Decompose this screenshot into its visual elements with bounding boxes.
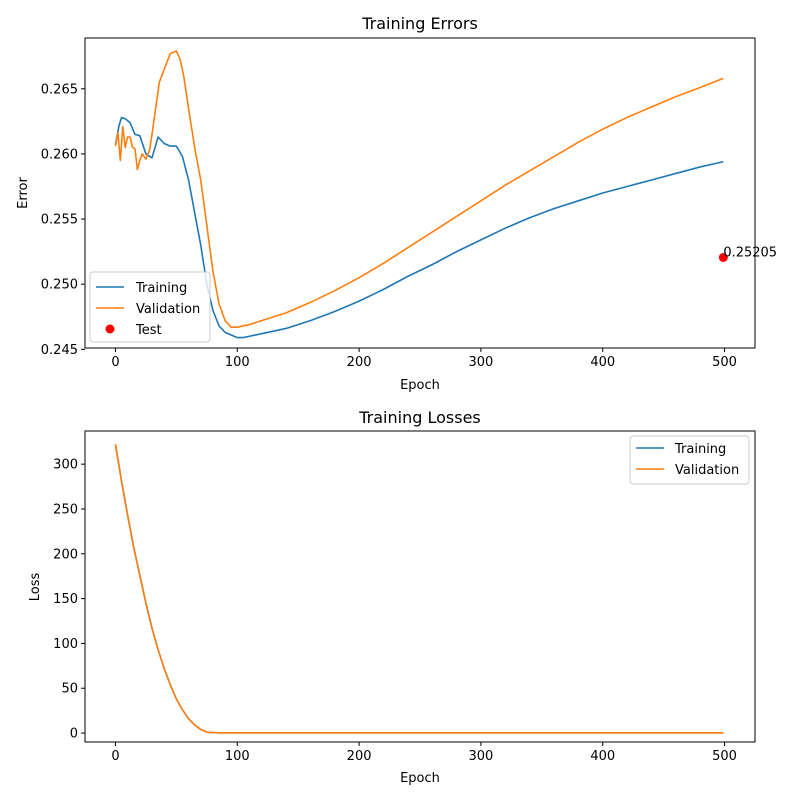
errors-x-tick-label: 100 [225, 355, 250, 370]
errors-legend-training-label: Training [135, 281, 187, 296]
errors-plot-area: 0.25205 [114, 50, 777, 339]
errors-y-axis-label: Error [16, 177, 31, 209]
errors-x-tick-label: 400 [590, 355, 615, 370]
errors-legend-box [89, 271, 211, 343]
errors-x-tick-label: 300 [468, 355, 493, 370]
losses-y-tick-label: 50 [61, 682, 78, 697]
losses-x-tick-label: 500 [712, 749, 737, 764]
losses-x-ticks: 0 100 200 300 400 500 [111, 742, 737, 764]
losses-legend-training-label: Training [674, 442, 726, 457]
errors-legend: Training Validation Test [89, 271, 211, 343]
errors-y-tick-label: 0.255 [41, 213, 78, 228]
losses-chart-title: Training Losses [358, 408, 481, 427]
errors-legend-test-label: Test [135, 323, 162, 338]
losses-x-axis-label: Epoch [400, 771, 440, 786]
errors-y-tick-label: 0.245 [41, 343, 78, 358]
errors-y-tick-label: 0.265 [41, 82, 78, 97]
losses-validation-line [114, 444, 724, 734]
losses-y-tick-label: 0 [70, 727, 78, 742]
errors-test-point [718, 252, 728, 262]
losses-y-tick-label: 250 [53, 502, 78, 517]
errors-axes-frame [84, 37, 756, 349]
losses-y-ticks: 0 50 100 150 200 250 300 [53, 458, 85, 742]
errors-y-ticks: 0.245 0.250 0.255 0.260 0.265 [41, 82, 85, 358]
losses-x-tick-label: 100 [225, 749, 250, 764]
errors-x-tick-label: 0 [111, 355, 119, 370]
errors-legend-test-swatch [105, 324, 115, 334]
errors-chart-title: Training Errors [361, 14, 478, 33]
losses-axes-frame [84, 430, 756, 743]
losses-chart: Training Losses 0 100 200 300 400 500 0 50 100 1… [28, 408, 756, 786]
losses-plot-area [114, 444, 724, 734]
losses-x-tick-label: 200 [347, 749, 372, 764]
errors-validation-line [114, 50, 724, 328]
errors-x-ticks: 0 100 200 300 400 500 [111, 348, 737, 370]
losses-legend: Training Validation [629, 435, 750, 485]
errors-x-tick-label: 500 [712, 355, 737, 370]
losses-x-tick-label: 400 [590, 749, 615, 764]
errors-test-value-label: 0.25205 [723, 245, 777, 260]
errors-chart: Training Errors 0.25205 0 100 200 300 400 500… [16, 14, 777, 393]
losses-y-tick-label: 300 [53, 458, 78, 473]
errors-y-tick-label: 0.250 [41, 278, 78, 293]
losses-y-tick-label: 150 [53, 592, 78, 607]
losses-y-axis-label: Loss [28, 573, 43, 602]
losses-x-tick-label: 300 [468, 749, 493, 764]
errors-x-tick-label: 200 [347, 355, 372, 370]
errors-legend-validation-label: Validation [136, 302, 200, 317]
losses-x-tick-label: 0 [111, 749, 119, 764]
losses-y-tick-label: 200 [53, 547, 78, 562]
errors-y-tick-label: 0.260 [41, 147, 78, 162]
losses-legend-validation-label: Validation [675, 463, 739, 478]
losses-y-tick-label: 100 [53, 637, 78, 652]
errors-x-axis-label: Epoch [400, 378, 440, 393]
